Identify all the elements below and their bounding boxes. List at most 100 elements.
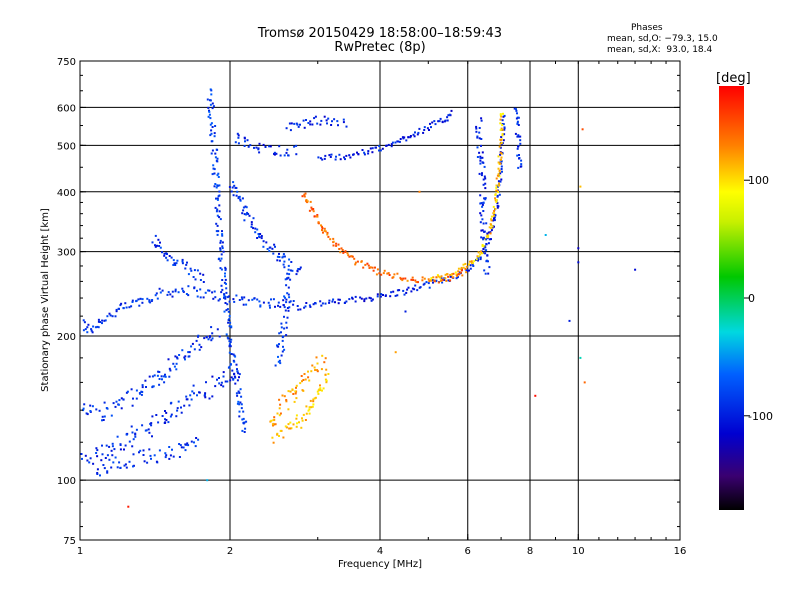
data-point [495,189,498,192]
data-point [181,258,184,261]
data-point [170,256,173,259]
data-point [295,425,298,428]
data-point [400,278,403,281]
data-point [218,204,221,207]
data-point [216,160,219,163]
data-point [401,136,404,139]
data-point [96,449,99,452]
data-point [319,300,322,303]
data-point [245,206,248,209]
data-point [517,135,520,138]
data-point [379,149,382,152]
data-point [498,182,500,185]
data-point [172,362,175,365]
data-point [161,289,164,292]
data-point [111,315,114,318]
data-point [516,122,519,125]
data-point [211,337,214,340]
data-point [235,294,238,297]
data-point [386,272,389,275]
data-point [156,374,159,377]
data-point [338,298,341,301]
data-point [177,400,180,403]
data-point [497,167,500,170]
data-point [227,310,230,313]
data-point [487,234,490,237]
data-point [320,304,323,307]
data-point [167,421,170,424]
data-point [277,355,279,358]
data-point [486,254,489,257]
data-point [479,253,482,256]
data-point [242,422,245,425]
data-point [243,219,246,222]
data-point [181,287,184,290]
data-point [284,296,286,299]
data-point [436,274,439,277]
data-point [498,161,501,164]
data-point [184,358,186,361]
data-point [171,295,174,298]
data-point [274,423,277,426]
data-point [82,329,85,332]
x-axis: 1 2 4 6 8 10 16 [77,61,686,557]
data-point [277,345,280,348]
data-point [307,409,310,412]
data-point [499,129,502,131]
data-point [186,261,188,264]
data-point [168,446,171,448]
data-point [204,396,207,399]
data-point [490,229,493,232]
data-point [252,227,255,230]
data-point [412,279,415,281]
data-point [212,164,215,167]
data-point [218,216,221,219]
data-point [421,276,424,279]
data-point [135,428,138,431]
data-point [202,273,205,276]
data-point [311,405,314,408]
data-point [296,123,299,126]
data-point [251,298,254,301]
data-point [310,206,313,209]
data-point [342,251,345,254]
data-point [311,364,314,367]
data-point [417,131,420,134]
data-point [321,354,324,357]
data-point [233,184,236,187]
data-point [277,304,279,307]
data-point [240,296,243,299]
data-point [430,126,432,129]
data-point [393,273,396,276]
data-point [214,152,217,155]
data-point [276,255,279,258]
data-point [256,298,259,301]
data-point [231,369,234,372]
data-point [278,435,280,437]
data-point [311,123,314,126]
data-point [176,356,178,359]
data-point [498,145,501,148]
data-point [492,205,495,208]
data-point [237,400,240,403]
data-point [286,292,289,295]
data-point [481,205,484,208]
data-point [339,158,342,161]
data-point [116,435,119,438]
data-point [126,390,129,393]
data-point [324,357,327,360]
data-point [109,314,112,317]
data-point [434,123,437,126]
data-point [394,294,397,297]
y-tick-label: 400 [57,188,76,199]
data-point [288,301,291,304]
data-point [89,410,92,412]
data-point [433,120,436,123]
data-point [277,360,280,363]
data-point [410,290,413,293]
data-point [495,199,498,201]
data-point [429,122,431,125]
data-point [490,238,492,241]
data-point [154,244,156,247]
